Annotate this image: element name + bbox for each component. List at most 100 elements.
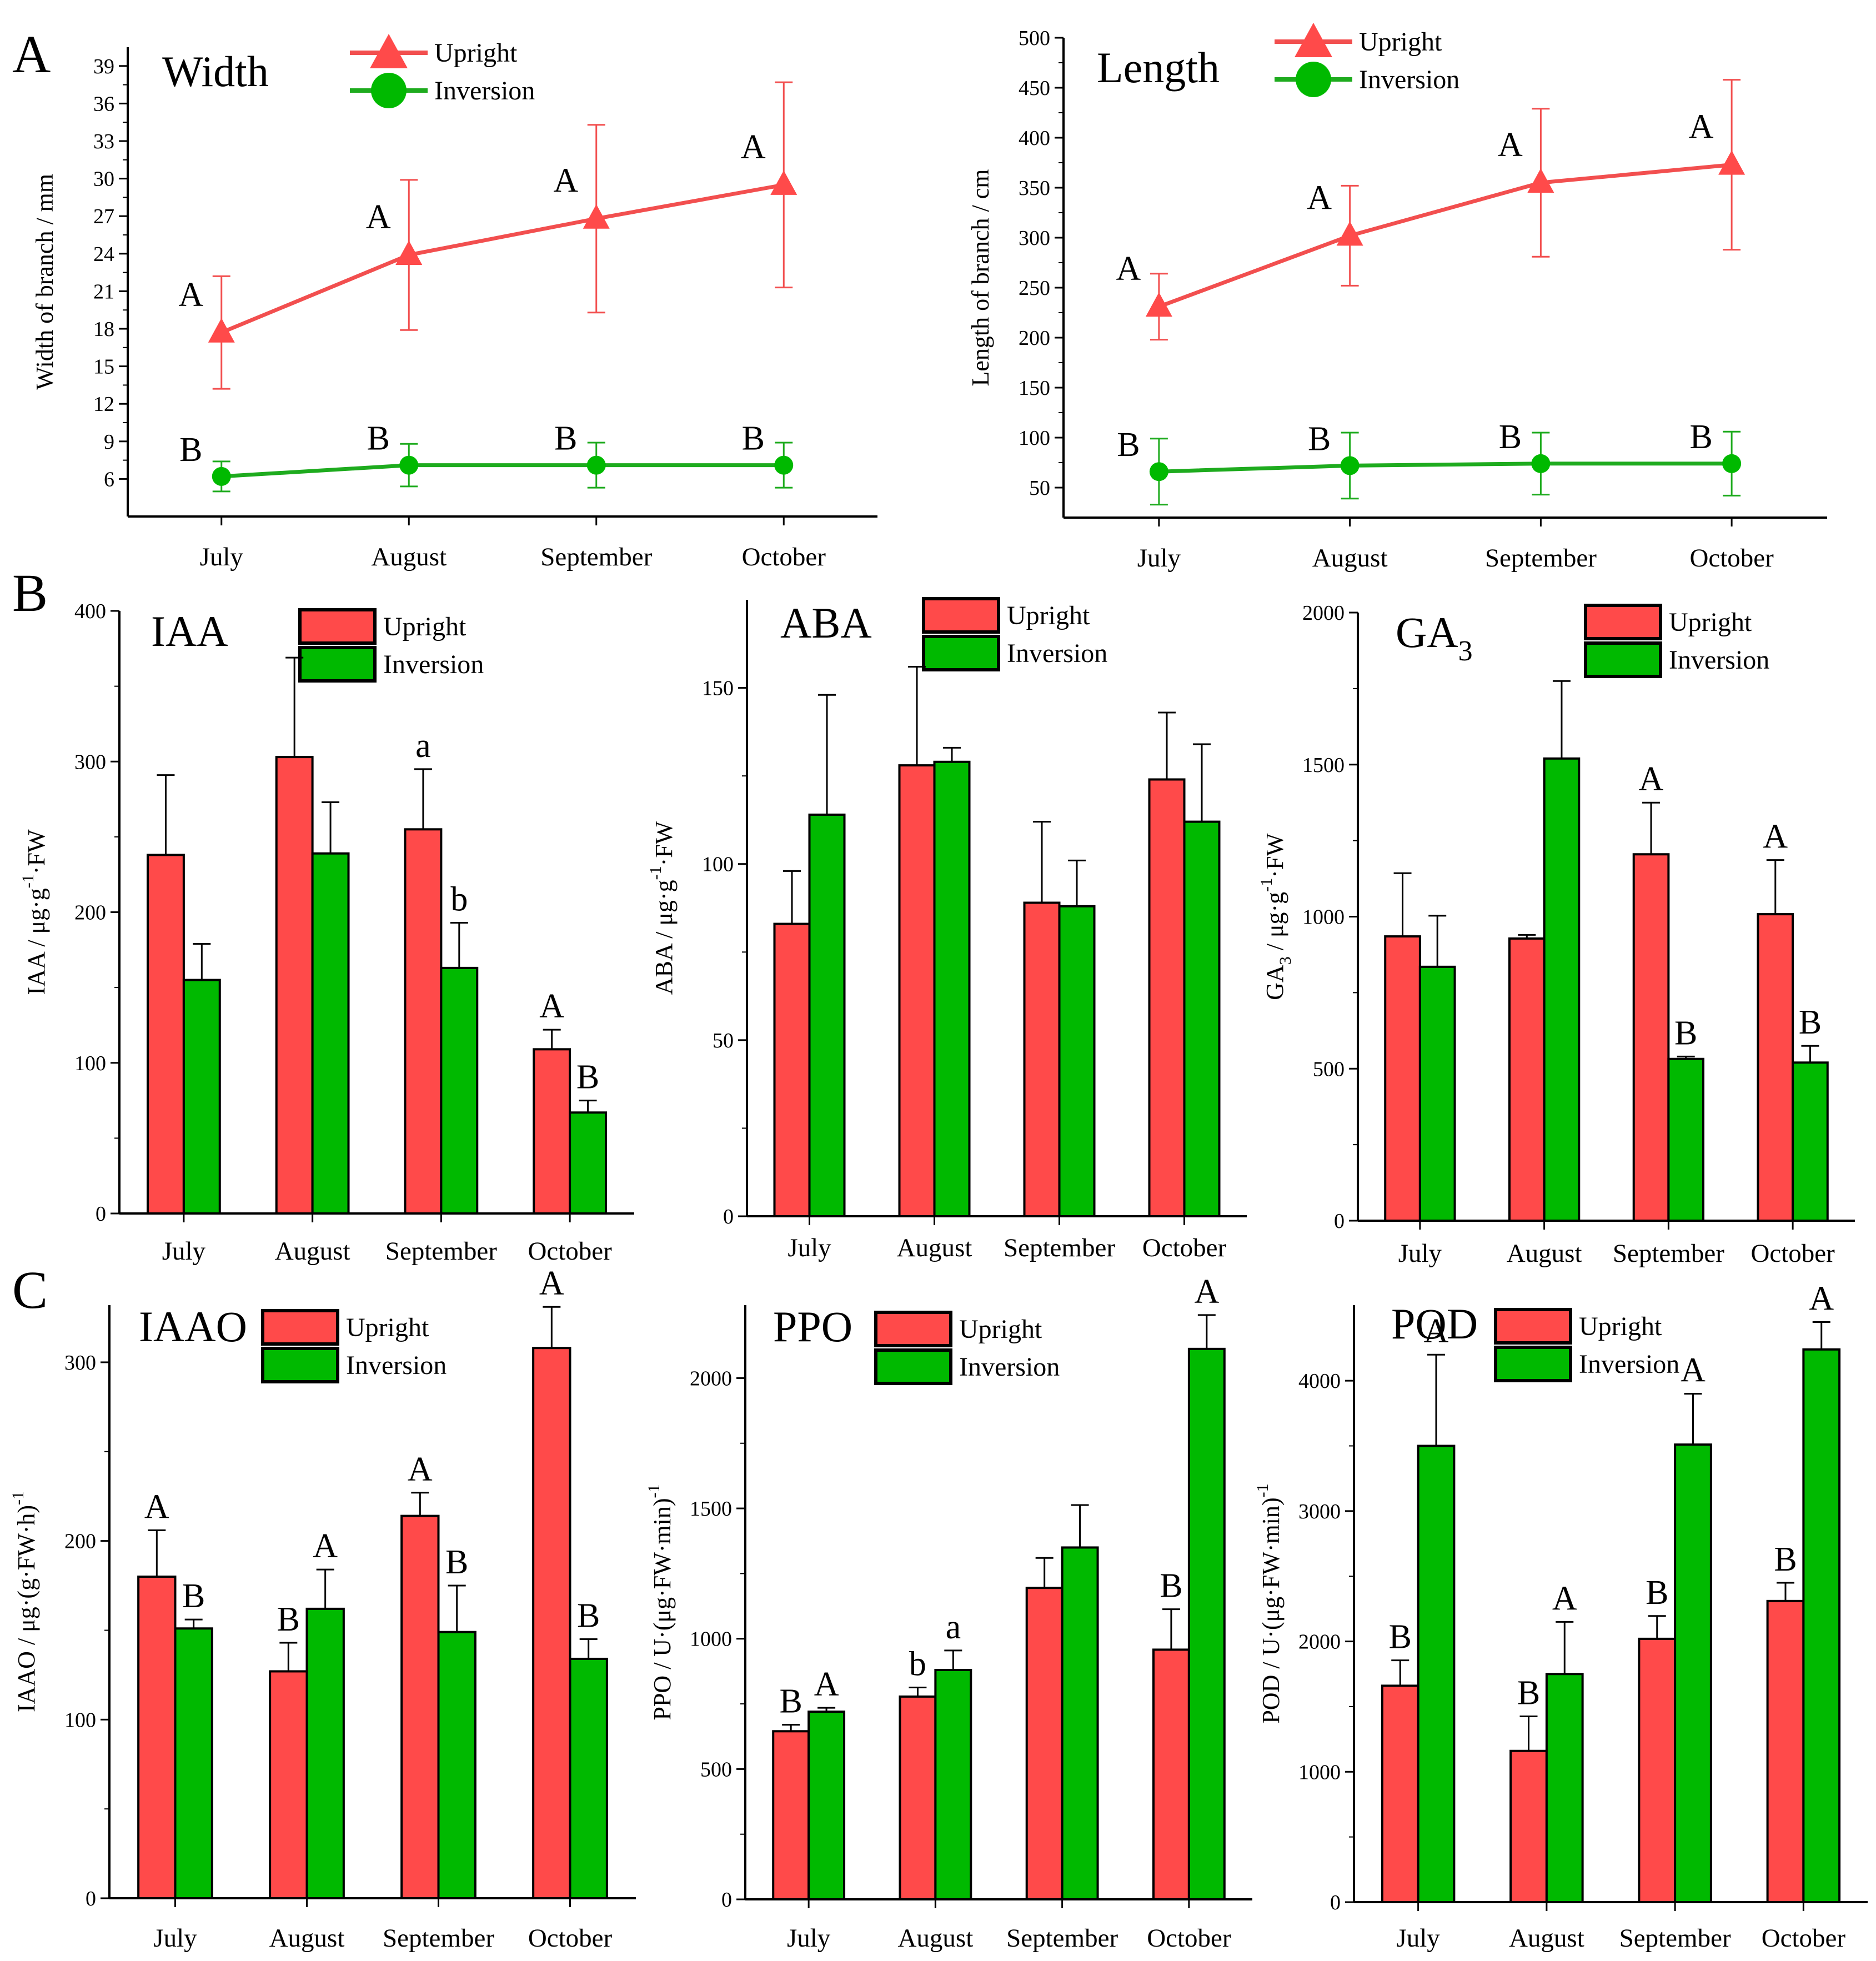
bar-inversion-september [1061, 1546, 1099, 1900]
bar-upright-september [400, 1514, 440, 1899]
x-tick-label-september: September [383, 1924, 494, 1953]
error-bar-october [1158, 711, 1176, 780]
y-tick-label: 21 [93, 280, 114, 303]
legend-item-inversion: Inversion [874, 1348, 1060, 1385]
error-bar-july [157, 774, 175, 855]
bar-upright-september [1638, 1637, 1677, 1903]
significance-label: B [445, 1543, 468, 1581]
error-bar-september [450, 921, 468, 968]
series-upright: A A A A [1116, 79, 1745, 341]
chart-iaao: IAAO / μg·(g·FW·h)-1 0 100 200 300 July August… [9, 1265, 636, 1953]
legend-label: Inversion [1359, 65, 1459, 94]
legend-label: Upright [1359, 27, 1442, 57]
legend-item-inversion: Inversion [261, 1347, 447, 1383]
chart-title: ABA [780, 599, 872, 647]
legend-item-inversion: Inversion [298, 646, 484, 683]
y-tick-label: 500 [1313, 1057, 1345, 1081]
y-tick-label: 39 [93, 55, 114, 78]
bar-inversion-october [1802, 1348, 1841, 1903]
point-upright-september [583, 204, 610, 229]
y-tick-label: 2000 [690, 1367, 732, 1390]
y-tick-label: 30 [93, 168, 114, 191]
error-bar-august [285, 656, 304, 758]
bar-upright-august [899, 1695, 937, 1901]
legend-item-upright: Upright [922, 597, 1090, 634]
significance-label: B [1117, 426, 1140, 464]
series-upright [773, 666, 1186, 1217]
bar-inversion-august [1545, 1673, 1584, 1904]
y-tick-label: 2000 [1298, 1631, 1341, 1654]
bar-inversion-august [311, 852, 350, 1215]
significance-label: B [1389, 1618, 1412, 1656]
chart-title: IAAO [139, 1302, 247, 1351]
legend-item-upright: Upright [1584, 604, 1752, 640]
error-bar-september [1033, 821, 1051, 903]
y-tick-label: 100 [1019, 427, 1050, 450]
legend-swatch [1494, 1346, 1572, 1382]
error-bar-september [1035, 1557, 1054, 1588]
bar-inversion-october [1183, 820, 1221, 1217]
error-bar-august [909, 1686, 927, 1697]
x-tick-label-july: July [787, 1233, 831, 1262]
bar-inversion-august [933, 760, 971, 1218]
y-tick-label: 300 [74, 750, 106, 774]
axes: 0 100 200 300 July August September October [64, 1305, 636, 1953]
x-tick-label-august: August [269, 1924, 345, 1953]
error-bar-july [782, 1724, 800, 1732]
x-tick-label-september: September [385, 1237, 497, 1266]
point-upright-july [1145, 292, 1172, 317]
legend-swatch [298, 646, 377, 683]
y-tick-label: 100 [64, 1708, 96, 1732]
x-tick-label-october: October [1142, 1233, 1227, 1262]
error-bar-october [579, 1100, 597, 1113]
y-tick-label: 3000 [1298, 1500, 1341, 1523]
series-inversion: A A A A [1417, 1280, 1841, 1904]
error-bar-october [579, 1638, 598, 1659]
y-tick-label: 27 [93, 205, 114, 228]
x-tick-label-august: August [1312, 544, 1388, 573]
chart-ga3: GA3 / μg·g-1·FW 0 500 1000 1500 2000 July Augus… [1257, 601, 1855, 1268]
bar-upright-october [532, 1347, 571, 1899]
series-upright: A A A A [178, 81, 797, 390]
significance-label: B [179, 431, 202, 469]
series-line [220, 183, 784, 334]
significance-label: B [576, 1059, 599, 1096]
legend-swatch [298, 608, 377, 645]
legend-item-inversion: Inversion [1584, 641, 1769, 678]
significance-label: A [539, 987, 564, 1025]
series-inversion [808, 694, 1221, 1218]
error-bar-october [543, 1029, 561, 1050]
y-axis-label: POD / U·(μg·FW·min)-1 [1253, 1483, 1285, 1723]
error-bar-october [1162, 1608, 1180, 1650]
significance-label: A [1639, 760, 1664, 798]
y-tick-label: 18 [93, 318, 114, 341]
axes: 0 50 100 150 July August September October [702, 600, 1247, 1262]
legend-item-inversion: Inversion [1494, 1346, 1679, 1382]
significance-label: A [366, 198, 391, 236]
error-bar-july [1393, 872, 1412, 937]
series-upright: B B B B [1381, 1541, 1805, 1903]
bar-upright-july [1384, 935, 1421, 1222]
x-tick-label-october: October [1750, 1239, 1835, 1268]
significance-label: A [313, 1527, 338, 1565]
legend-swatch [1584, 641, 1662, 678]
legend-item-upright: Upright [298, 608, 467, 645]
y-tick-label: 0 [96, 1202, 106, 1226]
legend-label: Upright [959, 1315, 1042, 1344]
y-tick-label: 12 [93, 393, 114, 416]
error-bar-october [775, 184, 793, 289]
y-tick-label: 300 [1019, 227, 1050, 250]
error-bar-july [783, 870, 801, 924]
series-line [1158, 462, 1732, 474]
legend: Upright Inversion [1494, 1308, 1679, 1382]
series-inversion: bB [182, 801, 608, 1215]
legend-label: Inversion [346, 1351, 447, 1380]
significance-label: B [1674, 1014, 1697, 1052]
point-inversion-october [774, 455, 794, 475]
significance-label: A [408, 1451, 433, 1488]
error-bar-september [414, 768, 432, 830]
legend-item-upright: Upright [261, 1309, 429, 1346]
legend-swatch [922, 597, 1000, 634]
legend-swatch [1494, 1308, 1572, 1345]
significance-label: B [1308, 420, 1331, 458]
